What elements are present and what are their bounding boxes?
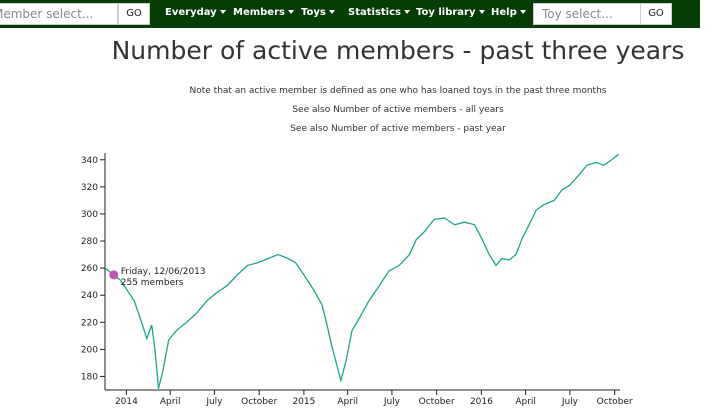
menu-item[interactable]: Everyday — [165, 7, 226, 18]
tooltip-value: 255 members — [121, 278, 184, 288]
x-tick-label: April — [337, 397, 358, 407]
y-tick-label: 320 — [81, 183, 98, 193]
tooltip-dot — [109, 270, 119, 280]
x-tick-label: October — [419, 397, 455, 407]
link[interactable]: See also Number of active members - all … — [292, 105, 504, 115]
y-tick-label: 240 — [81, 291, 98, 301]
y-tick-label: 340 — [81, 156, 98, 166]
y-tick-label: 200 — [81, 345, 98, 355]
nav-bar: Member select... GO Everyday Members Toy… — [0, 0, 700, 28]
menu-item[interactable]: Toy library — [416, 7, 485, 18]
x-tick-label: 2014 — [115, 397, 138, 407]
y-tick-label: 180 — [81, 372, 98, 382]
menu-item[interactable]: Statistics — [348, 7, 410, 18]
line — [104, 153, 619, 389]
x-tick-label: 2015 — [292, 397, 315, 407]
y-tick-label: 300 — [81, 210, 98, 220]
go-button[interactable]: GO — [640, 3, 672, 25]
page-title: Number of active members - past three ye… — [111, 36, 685, 65]
menu-item[interactable]: Help — [491, 7, 526, 18]
x-tick-label: October — [597, 397, 633, 407]
menu-item[interactable]: Members — [233, 7, 294, 18]
link[interactable]: See also Number of active members - past… — [290, 124, 506, 134]
member-select[interactable]: Member select... — [0, 3, 118, 25]
x-tick-label: April — [160, 397, 181, 407]
x-tick-label: July — [561, 397, 579, 407]
go-button[interactable]: GO — [118, 3, 150, 25]
tooltip-date: Friday, 12/06/2013 — [121, 267, 206, 277]
y-tick-label: 220 — [81, 318, 98, 328]
x-tick-label: 2016 — [470, 397, 493, 407]
x-tick-label: April — [515, 397, 536, 407]
toy-select[interactable]: Toy select... — [533, 3, 641, 25]
x-tick-label: July — [205, 397, 223, 407]
y-tick-label: 280 — [81, 237, 98, 247]
note: Note that an active member is defined as… — [189, 86, 607, 96]
x-tick-label: October — [241, 397, 277, 407]
menu-item[interactable]: Toys — [301, 7, 335, 18]
y-tick-label: 260 — [81, 264, 98, 274]
x-tick-label: July — [383, 397, 401, 407]
